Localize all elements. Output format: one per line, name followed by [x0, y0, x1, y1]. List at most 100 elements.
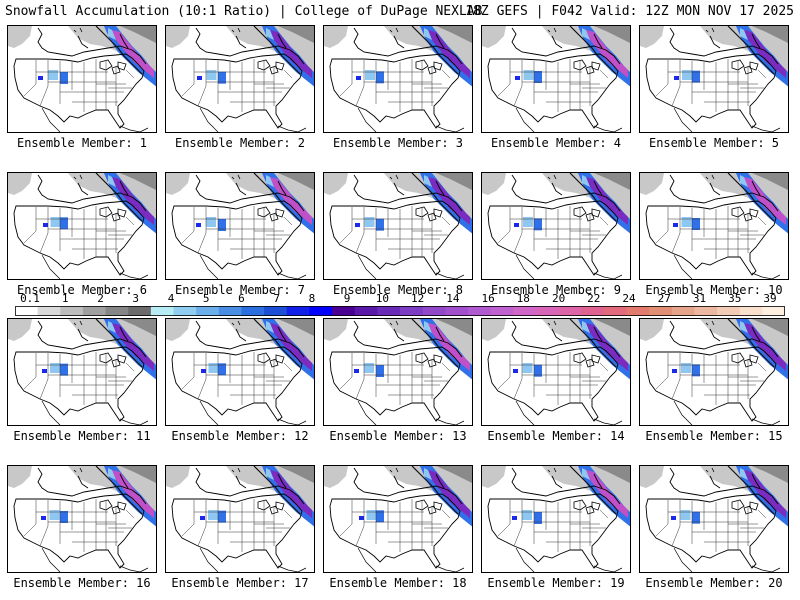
- snow-darkgray-area: [436, 319, 472, 336]
- island-marks: [547, 27, 557, 33]
- colorbar-tick-label: 39: [763, 292, 777, 305]
- snow-darkgray-area: [436, 26, 472, 43]
- snow-west-patch: [218, 71, 226, 84]
- ensemble-map-panel: [165, 318, 315, 426]
- us-outline: [13, 493, 145, 569]
- snow-gray-area: [482, 466, 506, 488]
- snow-gray-area: [700, 319, 788, 377]
- colorbar-swatch: [581, 306, 605, 316]
- colorbar-swatch: [128, 306, 152, 316]
- colorbar-tick-label: 0.1: [20, 292, 40, 305]
- snow-gray-area: [166, 26, 190, 48]
- ensemble-map-panel: [323, 25, 473, 133]
- ensemble-map-panel: [639, 172, 789, 280]
- snow-lightblue-edge: [740, 468, 748, 480]
- snowfall-map: [324, 26, 472, 132]
- great-lakes: [257, 59, 285, 75]
- colorbar-swatch: [196, 306, 220, 316]
- snow-gray-area: [384, 173, 472, 231]
- snow-gray-area: [226, 26, 314, 84]
- snow-darkgray-area: [120, 26, 156, 43]
- colorbar-swatch: [626, 306, 650, 316]
- snow-gray-area: [384, 26, 472, 84]
- snow-west-patch: [196, 223, 201, 227]
- coastline: [569, 26, 617, 75]
- canada-boundary: [511, 27, 621, 65]
- ensemble-member-label: Ensemble Member: 12: [171, 429, 309, 443]
- state-boundary: [339, 353, 353, 390]
- ensemble-member-label: Ensemble Member: 5: [648, 136, 780, 150]
- snow-west-patch: [692, 70, 700, 83]
- us-outline: [329, 493, 461, 569]
- colorbar-tick-label: 20: [551, 292, 566, 305]
- us-outline: [13, 200, 145, 276]
- state-boundary: [441, 69, 451, 79]
- state-boundary: [757, 69, 767, 79]
- colorbar-tick-label: 14: [446, 292, 460, 305]
- ensemble-map-panel: [7, 172, 157, 280]
- coastline: [95, 466, 143, 515]
- southern-coastline: [41, 254, 149, 279]
- canada-boundary: [353, 27, 463, 65]
- snow-west-patch: [50, 363, 60, 373]
- snow-west-patch: [365, 70, 375, 80]
- snow-lightblue-edge: [266, 321, 274, 333]
- chart-title: Snowfall Accumulation (10:1 Ratio) | Col…: [5, 4, 483, 19]
- coastline: [95, 26, 143, 75]
- snow-west-patch: [522, 510, 532, 520]
- snowfall-map: [8, 466, 156, 572]
- snow-west-patch: [41, 516, 46, 520]
- state-boundary: [655, 353, 669, 390]
- snow-west-patch: [38, 76, 43, 80]
- colorbar-swatch: [173, 306, 197, 316]
- ensemble-member-label: Ensemble Member: 17: [171, 576, 309, 590]
- colorbar-swatch: [762, 306, 785, 316]
- us-outline: [171, 53, 303, 129]
- southern-coastline: [515, 254, 623, 279]
- canada-boundary: [511, 320, 621, 358]
- colorbar-swatch: [400, 306, 424, 316]
- snow-darkgray-area: [594, 319, 630, 336]
- colorbar-swatch: [60, 306, 84, 316]
- state-boundary: [671, 207, 681, 254]
- ensemble-member-label: Ensemble Member: 15: [645, 429, 783, 443]
- coastline: [253, 319, 301, 368]
- snow-west-patch: [682, 70, 692, 80]
- canada-boundary: [195, 27, 305, 65]
- snow-west-patch: [364, 363, 374, 373]
- snow-west-patch: [43, 223, 48, 227]
- snow-purple-band: [428, 323, 470, 371]
- colorbar-tick-label: 24: [622, 292, 636, 305]
- southern-coastline: [673, 547, 781, 572]
- snow-lightblue-edge: [582, 175, 590, 187]
- state-boundary: [23, 207, 37, 244]
- southern-coastline: [515, 547, 623, 572]
- snowfall-map: [166, 466, 314, 572]
- island-marks: [705, 467, 715, 473]
- southern-coastline: [515, 107, 623, 132]
- canada-boundary: [353, 174, 463, 212]
- snow-west-patch: [355, 223, 360, 227]
- colorbar-tick-label: 9: [343, 292, 351, 305]
- snow-gray-area: [384, 319, 472, 377]
- colorbar-tick-label: 6: [238, 292, 245, 305]
- snow-west-patch: [208, 510, 218, 520]
- snow-west-patch: [356, 76, 361, 80]
- snow-gray-area: [542, 26, 630, 84]
- snow-gray-area: [482, 26, 506, 48]
- canada-boundary: [669, 320, 779, 358]
- snow-west-patch: [366, 510, 377, 520]
- state-boundary: [39, 60, 49, 107]
- colorbar-tick-label: 31: [692, 292, 707, 305]
- snow-west-patch: [49, 510, 60, 520]
- snowfall-map: [482, 319, 630, 425]
- snow-west-patch: [60, 72, 68, 84]
- snow-gray-area: [68, 26, 156, 84]
- snow-west-patch: [60, 363, 68, 376]
- ensemble-map-panel: [7, 318, 157, 426]
- state-boundary: [39, 353, 49, 400]
- snow-west-patch: [512, 516, 517, 520]
- snowfall-colorbar: [15, 306, 785, 316]
- southern-coastline: [673, 107, 781, 132]
- great-lakes: [99, 59, 127, 75]
